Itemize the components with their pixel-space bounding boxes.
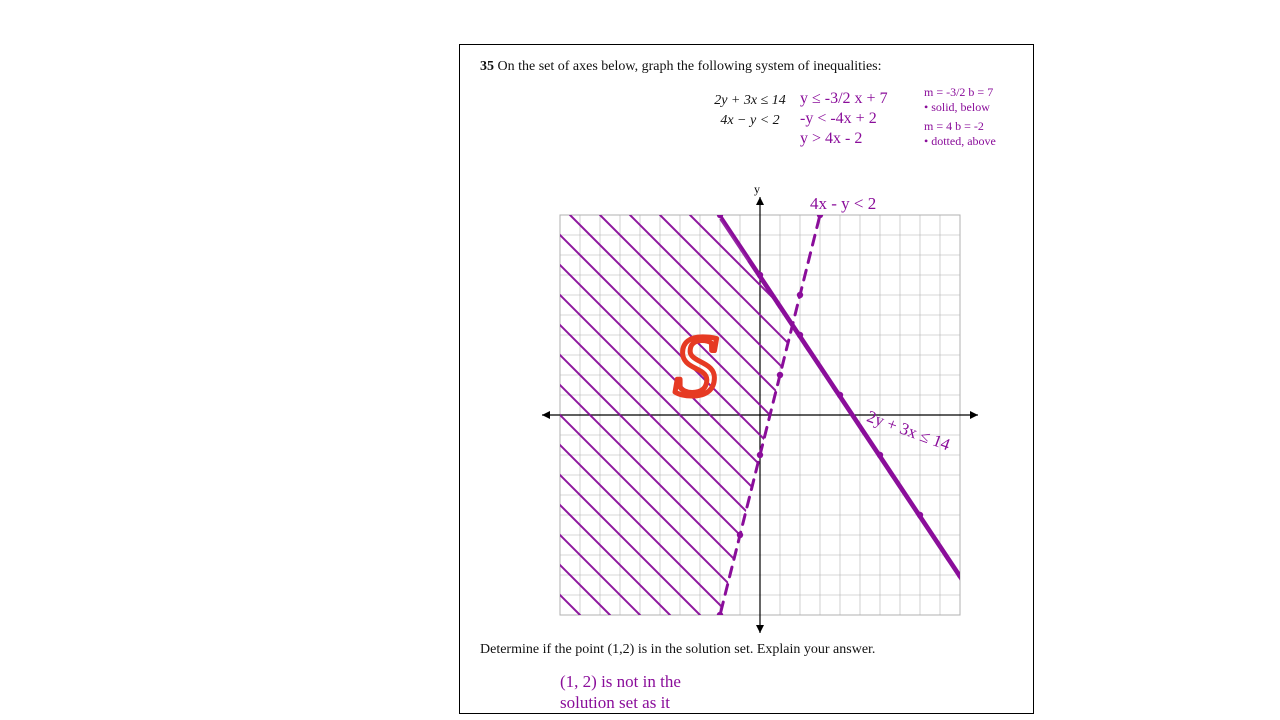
problem-container: 35 On the set of axes below, graph the f… [459,44,1034,714]
answer-line-2: solution set as it [560,692,681,713]
notes-line-1: m = -3/2 b = 7 [924,85,996,100]
handwriting-answer: (1, 2) is not in the solution set as it [560,671,681,714]
second-question-prompt: Determine if the point (1,2) is in the s… [480,642,875,658]
graph-svg: xyS [540,185,980,645]
svg-text:y: y [754,185,760,196]
rewrite-line-3: y > 4x - 2 [800,129,888,149]
equation-2: 4x − y < 2 [695,111,805,131]
coordinate-graph: xyS [540,185,940,625]
notes-line-4: • dotted, above [924,134,996,149]
rewrite-line-2: -y < -4x + 2 [800,109,888,129]
system-equations: 2y + 3x ≤ 14 4x − y < 2 [695,91,805,130]
handwriting-rewrite: y ≤ -3/2 x + 7 -y < -4x + 2 y > 4x - 2 [800,89,888,149]
question-prompt: 35 On the set of axes below, graph the f… [480,59,882,75]
notes-line-3: m = 4 b = -2 [924,119,996,134]
equation-1: 2y + 3x ≤ 14 [695,91,805,111]
question-text: On the set of axes below, graph the foll… [498,59,882,74]
rewrite-line-1: y ≤ -3/2 x + 7 [800,89,888,109]
notes-line-2: • solid, below [924,100,996,115]
label-dashed-line: 4x - y < 2 [810,193,876,214]
svg-text:S: S [674,318,718,415]
question-number: 35 [480,59,494,74]
handwriting-slope-notes: m = -3/2 b = 7 • solid, below m = 4 b = … [924,85,996,149]
answer-line-1: (1, 2) is not in the [560,671,681,692]
